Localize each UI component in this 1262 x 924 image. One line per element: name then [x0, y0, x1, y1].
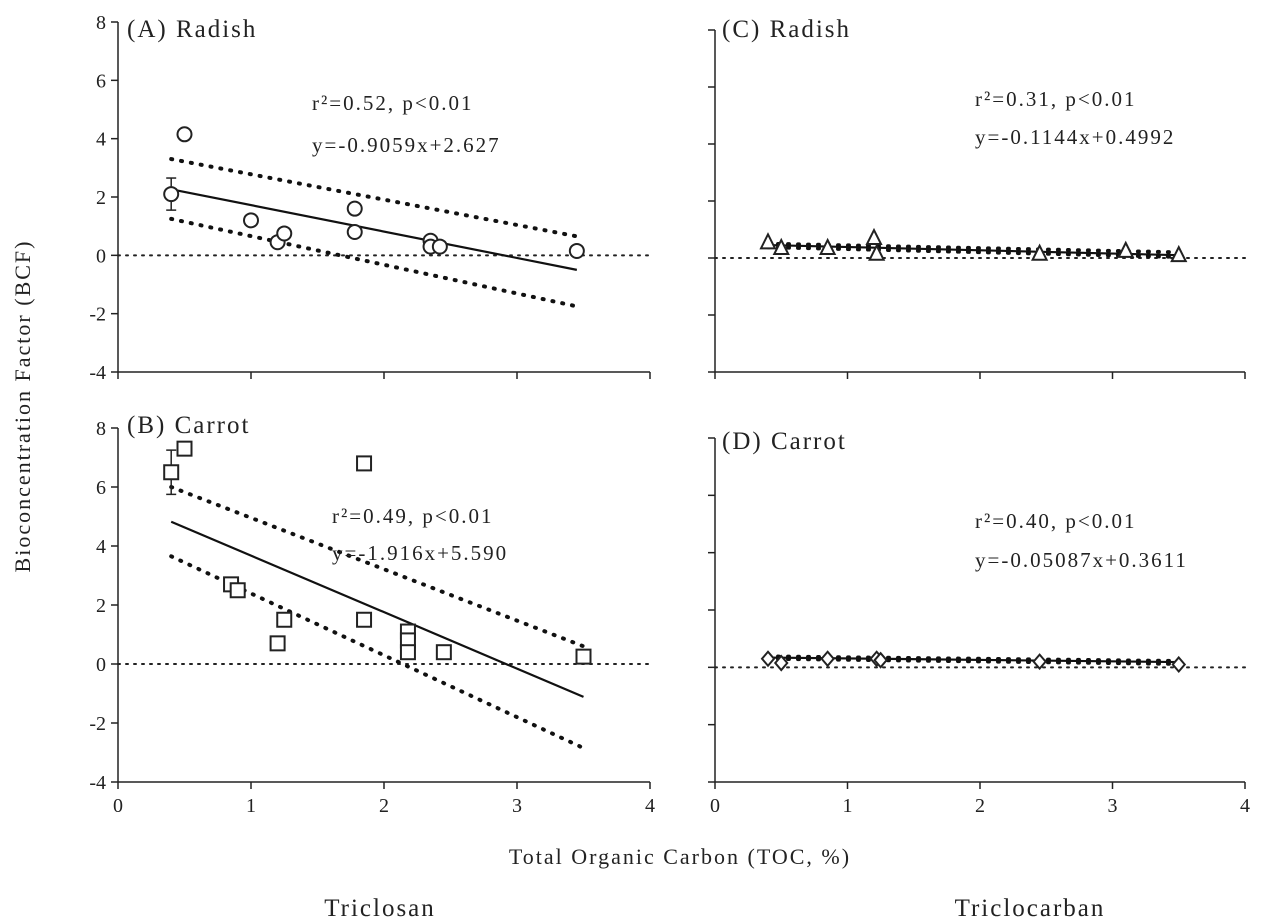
- data-point-diamond: [1171, 655, 1187, 674]
- panel-c-confidence-upper: [766, 241, 1181, 255]
- data-point-square: [229, 582, 246, 599]
- y-tick-label: 2: [96, 187, 106, 209]
- group-label-triclosan: Triclosan: [324, 895, 436, 922]
- y-tick-label: -4: [89, 362, 106, 384]
- data-point-triangle: [1170, 244, 1188, 263]
- panel-d-confidence-lower: [766, 656, 1181, 666]
- y-tick-label: 2: [96, 595, 106, 617]
- panel-c-r2-text: r²=0.31, p<0.01: [975, 87, 1136, 111]
- y-tick-label: -2: [89, 713, 106, 735]
- panel-c-label: (C) Radish: [722, 16, 851, 43]
- data-point-square: [356, 455, 373, 472]
- data-point-triangle: [865, 227, 883, 246]
- data-point-square: [399, 644, 416, 661]
- data-point-square: [276, 611, 293, 628]
- y-tick-label: 0: [96, 654, 106, 676]
- data-point-circle: [346, 224, 363, 240]
- y-tick-label: 0: [96, 245, 106, 267]
- data-point-triangle: [1031, 243, 1049, 261]
- panel-c-radish-triclocarban: (C) Radish r²=0.31, p<0.01 y=-0.1144x+0.49…: [708, 16, 1246, 379]
- x-tick-label: 2: [379, 795, 389, 817]
- data-point-diamond: [760, 650, 776, 668]
- panel-d-regression-line: [767, 656, 1179, 664]
- panel-a-regression-line: [170, 188, 578, 271]
- data-point-circle: [243, 212, 259, 229]
- x-tick-label: 2: [975, 795, 985, 817]
- y-tick-label: 4: [96, 536, 106, 558]
- y-tick-label: -2: [89, 304, 106, 326]
- data-point-circle: [276, 225, 293, 242]
- x-tick-label: 4: [645, 795, 655, 817]
- y-axis-title: Bioconcentration Factor (BCF): [10, 240, 35, 573]
- panel-a-equation: y=-0.9059x+2.627: [312, 133, 501, 157]
- panel-a-confidence-lower: [169, 216, 579, 309]
- panel-b-label: (B) Carrot: [127, 412, 250, 439]
- x-tick-label: 3: [512, 795, 522, 817]
- panel-b-confidence-lower: [169, 554, 586, 751]
- data-point-circle: [176, 126, 193, 143]
- data-point-triangle: [772, 237, 790, 256]
- panel-b-regression-line: [170, 520, 584, 698]
- panel-c-equation: y=-0.1144x+0.4992: [975, 125, 1175, 149]
- panel-b-equation: y=-1.916x+5.590: [332, 541, 508, 565]
- panel-d-label: (D) Carrot: [722, 428, 847, 455]
- panel-b-confidence-upper: [169, 485, 586, 649]
- panel-a-confidence-upper: [169, 157, 579, 239]
- data-point-triangle: [819, 237, 837, 256]
- group-label-triclocarban: Triclocarban: [955, 895, 1106, 922]
- x-tick-label: 0: [710, 795, 720, 817]
- y-tick-label: 6: [96, 477, 106, 499]
- x-tick-label: 1: [843, 795, 853, 817]
- panel-a-radish-triclosan: 8 6 4 2 0 -2 -4 (A) Radish r²=0.52, p<0.01 y=-0.9…: [89, 12, 651, 384]
- data-point-circle: [431, 238, 448, 255]
- panel-c-regression-line: [767, 243, 1179, 257]
- data-point-triangle: [759, 232, 777, 250]
- x-tick-label: 1: [246, 795, 256, 817]
- panel-d-r2-text: r²=0.40, p<0.01: [975, 509, 1136, 533]
- data-point-square: [163, 464, 180, 481]
- data-point-triangle: [868, 243, 886, 261]
- panel-a-label: (A) Radish: [127, 16, 257, 43]
- y-tick-label: 8: [96, 418, 106, 440]
- data-point-square: [356, 611, 373, 628]
- panel-b-r2-text: r²=0.49, p<0.01: [332, 504, 493, 528]
- y-tick-label: 8: [96, 12, 106, 34]
- x-tick-label: 0: [113, 795, 123, 817]
- x-axis-title: Total Organic Carbon (TOC, %): [509, 844, 851, 869]
- data-point-square: [269, 635, 286, 652]
- y-tick-label: 6: [96, 70, 106, 92]
- panel-d-equation: y=-0.05087x+0.3611: [975, 548, 1188, 572]
- panel-a-r2-text: r²=0.52, p<0.01: [312, 91, 473, 115]
- data-point-circle: [346, 200, 363, 217]
- x-tick-label: 3: [1108, 795, 1118, 817]
- x-tick-label: 4: [1240, 795, 1250, 817]
- panel-d-carrot-triclocarban: 0 1 2 3 4 (D) Carrot r²=0.40, p<0.01 y=-0.05087…: [708, 428, 1250, 817]
- data-point-diamond: [1032, 653, 1047, 671]
- data-point-diamond: [820, 650, 835, 668]
- data-point-circle: [568, 242, 585, 259]
- y-tick-label: -4: [89, 772, 106, 794]
- data-point-diamond: [773, 654, 789, 672]
- data-point-square: [575, 648, 592, 665]
- panel-b-carrot-triclosan: 8 6 4 2 0 -2 -4 0 1 2 3 4 (B) Carrot r²=0.49, p<0.01 y…: [89, 412, 655, 817]
- y-tick-label: 4: [96, 129, 106, 151]
- data-point-triangle: [1117, 240, 1135, 258]
- data-point-square: [176, 440, 193, 457]
- data-point-diamond: [873, 651, 888, 669]
- panel-c-confidence-lower: [766, 245, 1181, 259]
- data-point-circle: [163, 186, 180, 203]
- data-point-square: [435, 644, 452, 661]
